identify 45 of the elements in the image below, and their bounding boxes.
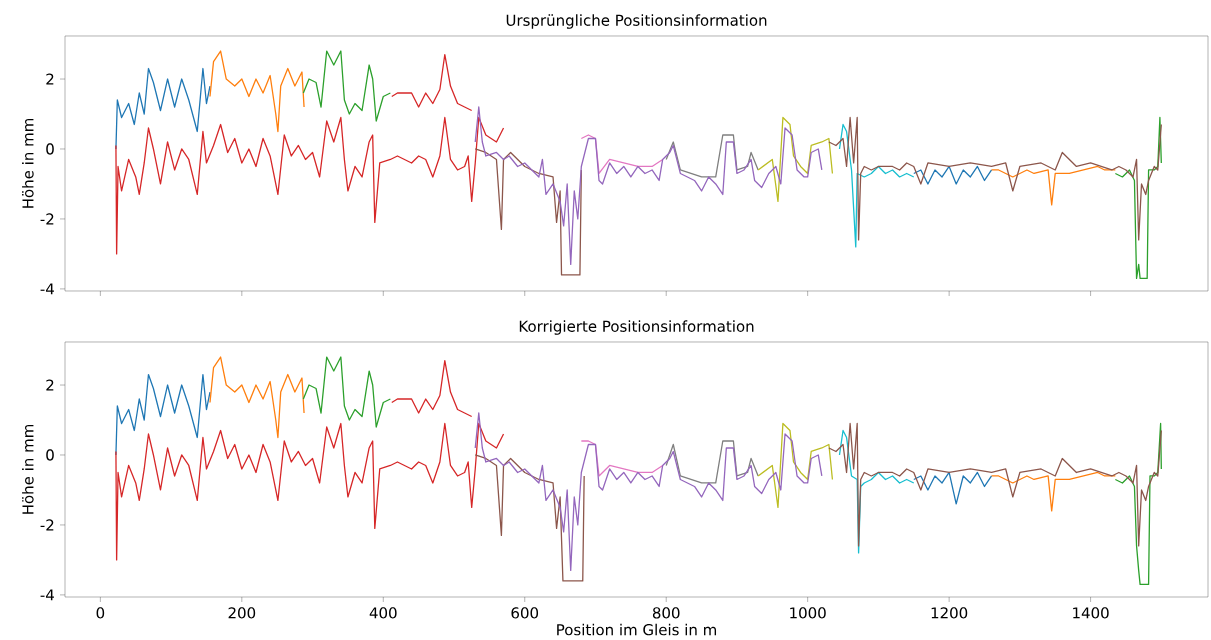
x-tick-label: 1000 <box>790 607 826 619</box>
y-tick-label: -4 <box>40 283 54 295</box>
line-series <box>580 440 664 477</box>
line-series <box>474 148 582 276</box>
x-tick-label: 1400 <box>1073 607 1109 619</box>
line-series <box>757 116 834 203</box>
line-series <box>115 422 505 561</box>
line-series <box>838 123 915 248</box>
line-series <box>913 165 993 185</box>
line-series <box>757 422 834 509</box>
x-tick-label: 0 <box>96 607 105 619</box>
chart-title: Ursprüngliche Positionsinformation <box>506 14 767 29</box>
y-axis-title: Höhe in mm <box>22 118 34 208</box>
x-tick-label: 600 <box>511 607 539 619</box>
y-tick-label: 0 <box>46 143 54 155</box>
chart-title: Korrigierte Positionsinformation <box>519 320 754 335</box>
y-tick-label: 2 <box>46 73 54 85</box>
line-series <box>209 50 305 133</box>
line-series <box>302 356 392 428</box>
line-series <box>828 116 1162 241</box>
line-series <box>391 359 473 418</box>
x-tick-label: 200 <box>228 607 256 619</box>
line-series <box>209 356 305 439</box>
y-tick-label: -2 <box>40 213 54 225</box>
line-series <box>665 440 759 484</box>
line-series <box>990 165 1116 206</box>
line-series <box>115 116 505 255</box>
y-axis-title: Höhe in mm <box>22 424 34 514</box>
line-series <box>990 471 1116 512</box>
x-tick-label: 400 <box>369 607 397 619</box>
line-series <box>391 53 473 112</box>
line-series <box>302 50 392 122</box>
x-axis-title: Position im Gleis in m <box>557 623 717 636</box>
y-tick-label: 2 <box>46 379 54 391</box>
line-series <box>913 471 993 505</box>
x-tick-label: 800 <box>652 607 680 619</box>
line-series <box>474 454 585 582</box>
line-series <box>665 134 759 178</box>
y-tick-label: -2 <box>40 519 54 531</box>
x-tick-label: 1200 <box>931 607 968 619</box>
y-tick-label: 0 <box>46 449 54 461</box>
line-series <box>828 422 1162 547</box>
line-series <box>1114 116 1162 280</box>
y-tick-label: -4 <box>40 589 54 601</box>
line-series <box>580 134 664 175</box>
